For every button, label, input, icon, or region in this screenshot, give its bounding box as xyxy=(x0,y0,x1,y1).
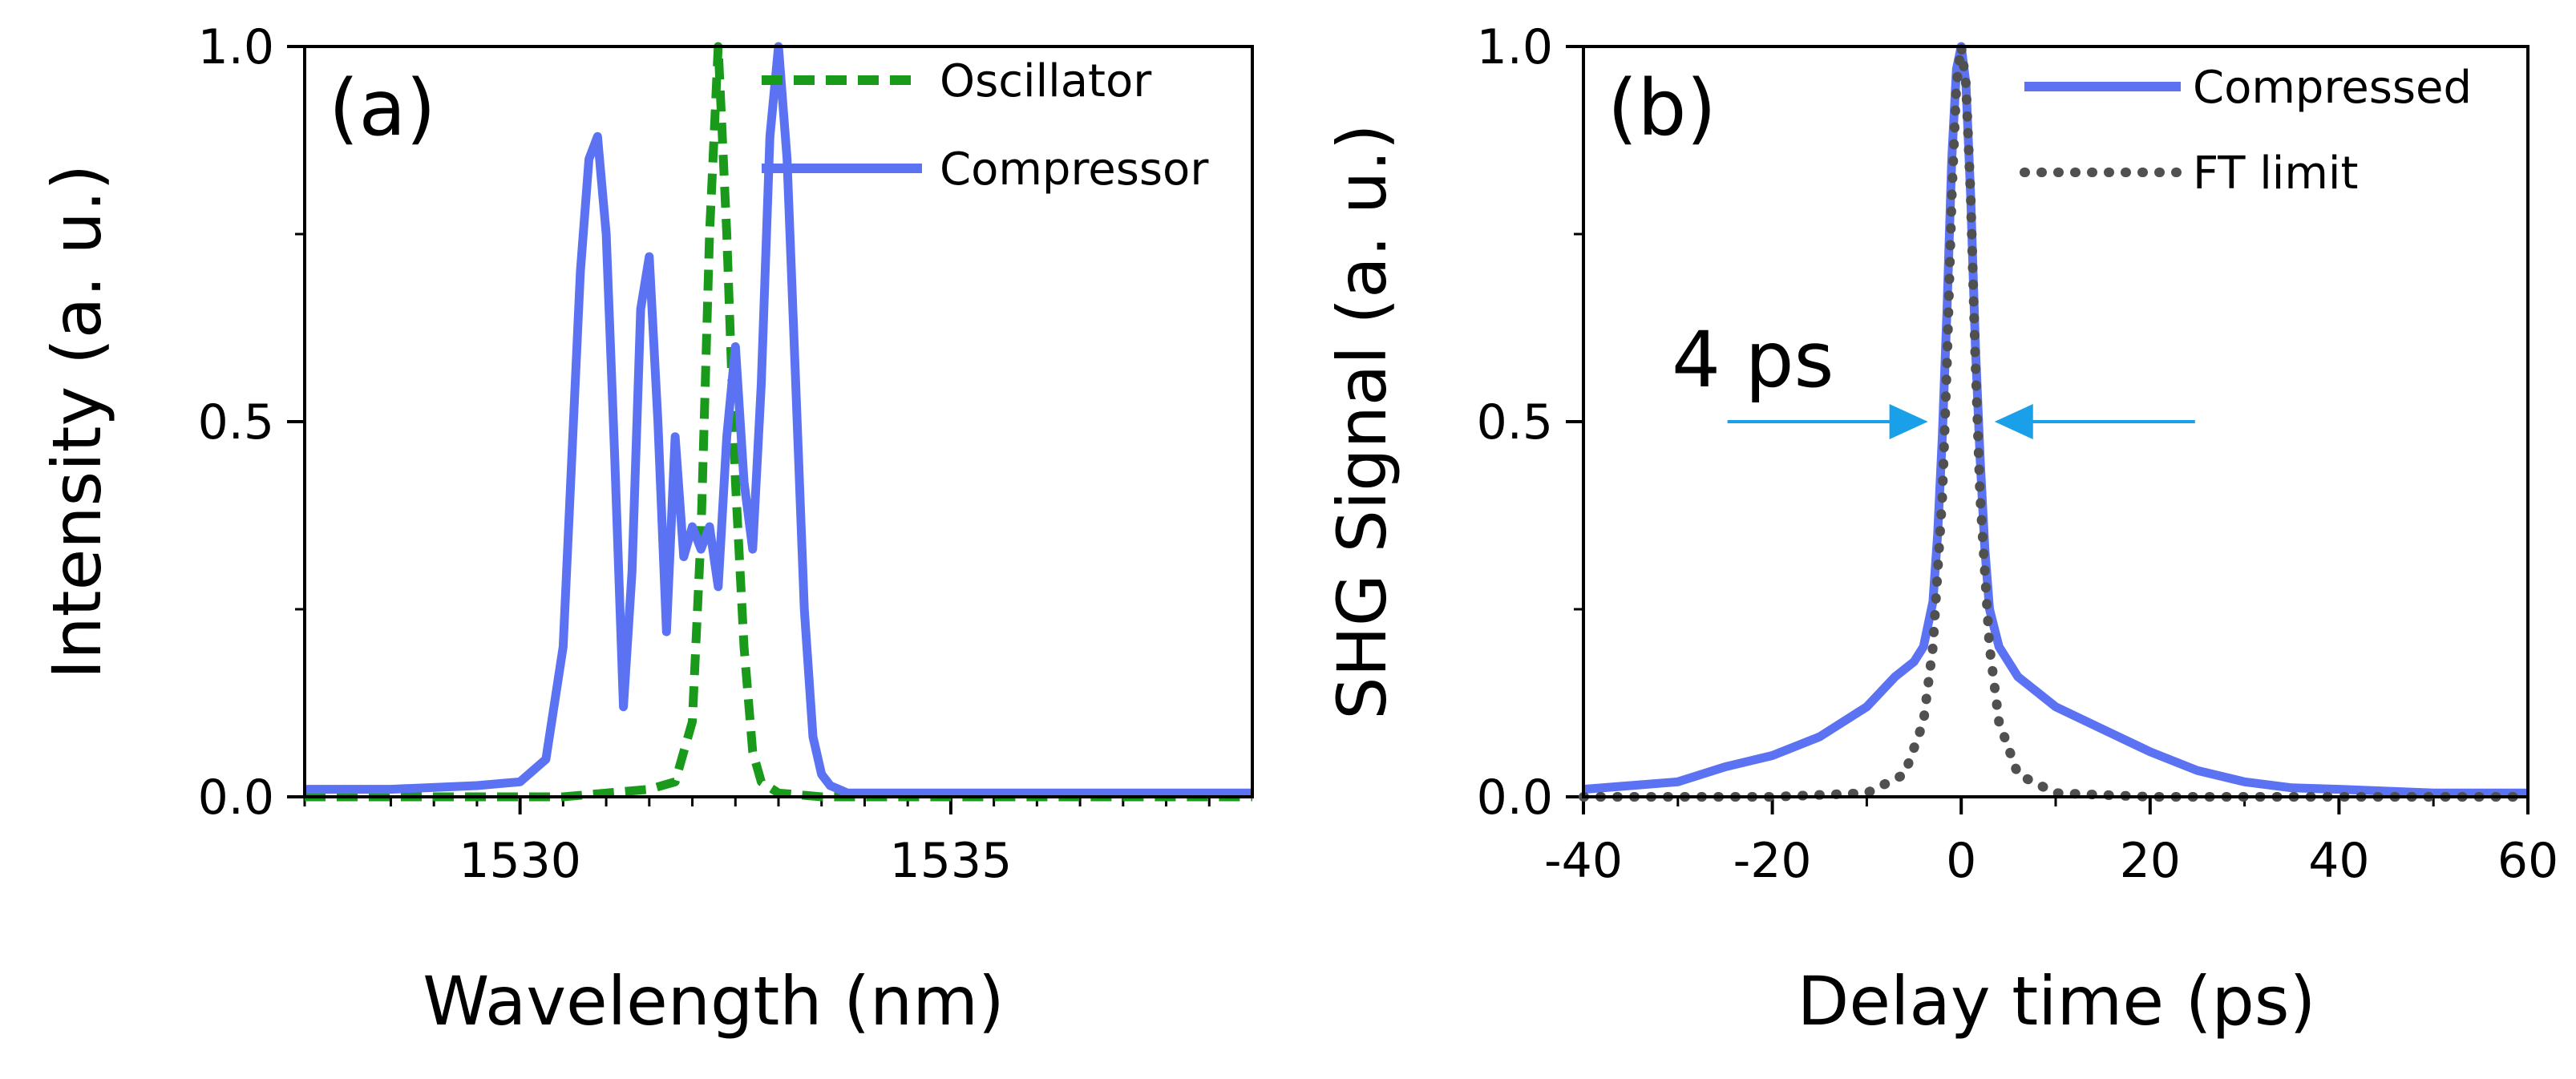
panel-a-tick-labels: 1530 1535 0.0 0.5 1.0 xyxy=(198,19,1013,889)
y-tick-label-1: 0.5 xyxy=(1477,394,1553,451)
x-tick-label-5: 60 xyxy=(2497,833,2558,889)
fwhm-left-arrowhead xyxy=(1889,404,1928,439)
panel-a-y-axis-title: Intensity (a. u.) xyxy=(38,164,116,680)
panel-a-x-axis-title: Wavelength (nm) xyxy=(423,962,1005,1041)
panel-a: 1530 1535 0.0 0.5 1.0 (a) Wavelength (nm) In… xyxy=(38,19,1254,1041)
series-compressor-line xyxy=(305,42,1252,798)
series-ft-limit-line xyxy=(1579,42,2533,802)
x-tick-label-1: -20 xyxy=(1733,833,1812,889)
panel-b-tick-labels: -40 -20 0 20 40 60 0.0 0.5 1.0 xyxy=(1477,19,2559,889)
legend-compressor-label: Compressor xyxy=(940,143,1209,196)
fwhm-annotation: 4 ps xyxy=(1672,315,2195,439)
y-tick-label-1: 0.5 xyxy=(198,394,274,451)
y-tick-label-2: 1.0 xyxy=(198,19,274,75)
fwhm-right-arrowhead xyxy=(1994,404,2033,439)
x-tick-label-0: 1530 xyxy=(459,833,581,889)
legend-oscillator-label: Oscillator xyxy=(940,55,1152,107)
y-tick-label-0: 0.0 xyxy=(1477,770,1553,826)
fwhm-annotation-text: 4 ps xyxy=(1672,315,1834,405)
panel-b-x-axis-title: Delay time (ps) xyxy=(1798,962,2316,1041)
legend-compressed-label: Compressed xyxy=(2193,62,2472,114)
x-tick-label-2: 0 xyxy=(1946,833,1976,889)
panel-b-legend: Compressed FT limit xyxy=(2020,62,2472,200)
legend-ft-limit-label: FT limit xyxy=(2193,148,2358,200)
panel-b-y-axis-title: SHG Signal (a. u.) xyxy=(1323,123,1401,719)
x-tick-label-4: 40 xyxy=(2308,833,2369,889)
y-tick-label-2: 1.0 xyxy=(1477,19,1553,75)
x-tick-label-1: 1535 xyxy=(890,833,1013,889)
panel-b-frame xyxy=(1582,45,2529,798)
x-tick-label-0: -40 xyxy=(1544,833,1623,889)
panel-a-frame xyxy=(303,45,1254,798)
x-tick-label-3: 20 xyxy=(2120,833,2181,889)
panel-a-label: (a) xyxy=(329,63,436,153)
panel-b-label: (b) xyxy=(1607,63,1717,153)
series-compressed-line xyxy=(1583,42,2528,798)
series-oscillator-line xyxy=(305,42,1252,802)
panel-a-legend: Oscillator Compressor xyxy=(762,55,1209,196)
panel-b-series xyxy=(1579,42,2533,802)
panel-a-series xyxy=(305,42,1252,802)
y-tick-label-0: 0.0 xyxy=(198,770,274,826)
panel-b: -40 -20 0 20 40 60 0.0 0.5 1.0 (b) Delay time (p… xyxy=(1323,19,2558,1041)
